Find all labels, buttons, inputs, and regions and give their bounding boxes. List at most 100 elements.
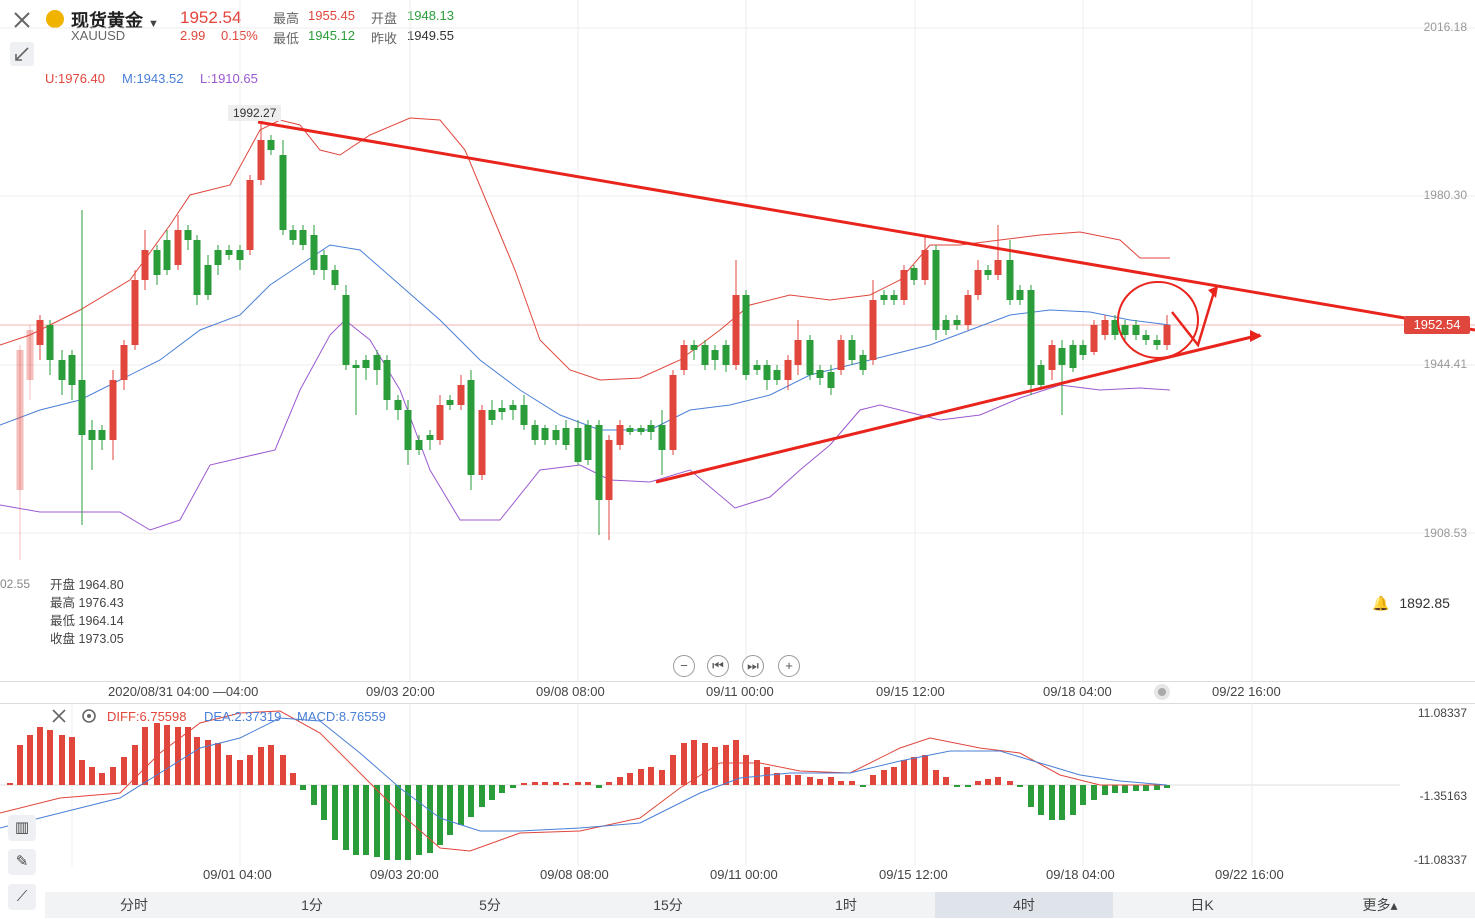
candle-body — [658, 425, 666, 450]
tab-5min[interactable]: 5分 — [479, 897, 501, 913]
timeframe-bar: 分时 1分 5分 15分 1时 4时 日K 更多▴ — [45, 892, 1475, 918]
candle-body — [605, 440, 613, 500]
macd-histogram-bar — [458, 785, 464, 825]
macd-axis-label: 11.08337 — [1417, 706, 1467, 720]
macd-histogram-bar — [1122, 785, 1128, 793]
macd-histogram-bar — [828, 777, 834, 785]
time-axis-label: 09/03 20:00 — [366, 684, 435, 699]
zoom-out-button[interactable]: − — [673, 655, 695, 677]
macd-histogram-bar — [754, 760, 760, 785]
low-value: 1945.12 — [308, 28, 355, 43]
close-icon — [52, 709, 66, 723]
arrow-head-icon — [1250, 330, 1262, 342]
macd-histogram-bar — [79, 760, 85, 785]
candle-body — [880, 295, 888, 300]
macd-axis-label: -11.08337 — [1413, 853, 1467, 867]
candle-body — [1142, 335, 1150, 340]
tab-1hour[interactable]: 1时 — [835, 897, 857, 913]
time-axis-label: 09/18 04:00 — [1043, 684, 1112, 699]
macd-close-button[interactable] — [50, 707, 68, 725]
candle-body — [541, 428, 549, 440]
step-back-icon: ⏮ — [712, 658, 724, 673]
boll-upper-band — [0, 117, 1170, 381]
tab-timeshare[interactable]: 分时 — [120, 897, 148, 913]
macd-histogram-bar — [47, 730, 53, 785]
candle-body — [732, 295, 740, 365]
candle-body — [816, 370, 824, 378]
candle-body — [299, 230, 307, 245]
trend-line-icon: ⟋ — [16, 888, 28, 905]
macd-histogram-bar — [215, 743, 221, 785]
candle-body — [974, 270, 982, 295]
macd-chart[interactable] — [0, 703, 1475, 866]
macd-histogram-bar — [617, 777, 623, 785]
macd-histogram-bar — [7, 783, 13, 785]
candle-body — [457, 385, 465, 405]
candle-body — [742, 295, 750, 375]
pencil-icon: ✎ — [15, 853, 29, 870]
macd-settings-button[interactable] — [80, 707, 98, 725]
macd-time-label: 09/18 04:00 — [1046, 867, 1115, 882]
macd-histogram-bar — [321, 785, 327, 820]
macd-histogram-bar — [817, 779, 823, 785]
macd-histogram-bar — [681, 743, 687, 785]
collapse-button[interactable] — [10, 42, 34, 66]
macd-time-label: 09/03 20:00 — [370, 867, 439, 882]
candle-body — [806, 340, 814, 375]
chart-divider — [0, 681, 1475, 682]
candle-body — [616, 425, 624, 445]
macd-histogram-bar — [1091, 785, 1097, 800]
annotation-circle — [1117, 281, 1199, 359]
tab-15min[interactable]: 15分 — [653, 897, 683, 913]
macd-histogram-bar — [1059, 785, 1065, 820]
macd-histogram-bar — [1028, 785, 1034, 807]
macd-histogram-bar — [353, 785, 359, 855]
macd-histogram-bar — [849, 781, 855, 785]
candle-body — [1153, 340, 1161, 345]
macd-histogram-bar — [154, 723, 160, 785]
gear-icon — [82, 709, 96, 723]
candle-body — [837, 340, 845, 370]
candle-body — [36, 320, 44, 345]
macd-histogram-bar — [332, 785, 338, 840]
candle-body — [153, 250, 161, 275]
close-button[interactable] — [10, 8, 34, 32]
candle-body — [531, 425, 539, 440]
candle-body — [1016, 290, 1024, 300]
tab-more[interactable]: 更多▴ — [1362, 897, 1398, 913]
macd-histogram-bar — [89, 767, 95, 785]
macd-time-label: 09/01 04:00 — [203, 867, 272, 882]
macd-time-label: 09/22 16:00 — [1215, 867, 1284, 882]
alarm-price[interactable]: 🔔 1892.85 — [1372, 595, 1450, 611]
tab-1min[interactable]: 1分 — [301, 897, 323, 913]
step-forward-button[interactable]: ⏭ — [742, 655, 764, 677]
price-axis-label: 1980.30 — [1423, 188, 1467, 202]
candlestick-chart[interactable] — [0, 0, 1475, 705]
tab-daily[interactable]: 日K — [1190, 897, 1214, 913]
scroll-indicator[interactable] — [1154, 684, 1170, 700]
macd-histogram-bar — [479, 785, 485, 807]
macd-histogram-bar — [37, 727, 43, 785]
candle-body — [478, 410, 486, 475]
candle-body — [722, 345, 730, 365]
draw-tool-button[interactable]: ✎ — [8, 849, 36, 875]
price-axis-label: 1908.53 — [1423, 526, 1467, 540]
macd-histogram-bar — [807, 777, 813, 785]
candle-body — [246, 180, 254, 250]
zoom-in-button[interactable]: + — [778, 655, 800, 677]
candle-body — [488, 410, 496, 420]
candle-body — [436, 405, 444, 440]
macd-histogram-bar — [1102, 785, 1108, 795]
step-forward-icon: ⏭ — [747, 658, 759, 673]
indicator-tool-button[interactable]: ▥ — [8, 815, 36, 841]
candle-body — [342, 295, 350, 365]
symbol-name[interactable]: 现货黄金 ▼ — [71, 11, 159, 31]
step-back-button[interactable]: ⏮ — [707, 655, 729, 677]
candle-body — [773, 370, 781, 380]
macd-histogram-bar — [247, 755, 253, 785]
macd-histogram-bar — [237, 760, 243, 785]
tab-4hour[interactable]: 4时 — [935, 892, 1113, 918]
candle-body — [827, 372, 835, 388]
candle-body — [1027, 290, 1035, 385]
line-tool-button[interactable]: ⟋ — [8, 884, 36, 910]
